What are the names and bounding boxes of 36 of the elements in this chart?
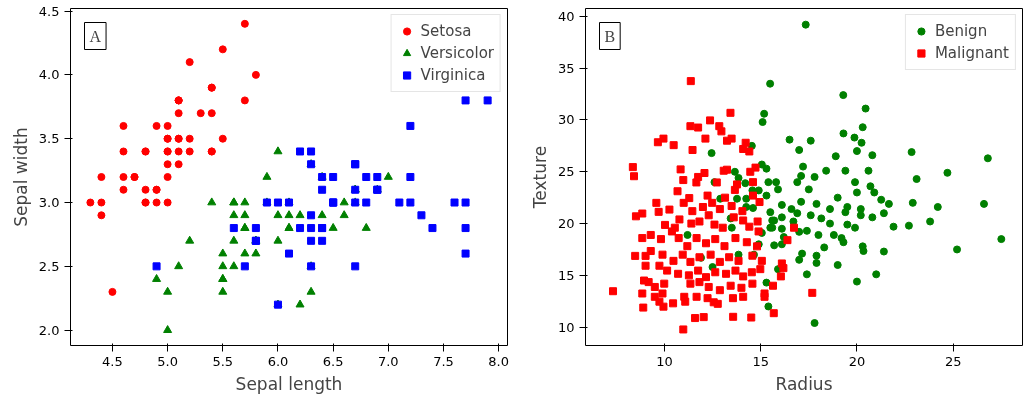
x-tick-label: 25 [944, 353, 962, 369]
y-tick-label: 3.5 [38, 131, 60, 147]
x-axis-title: Sepal length [235, 373, 343, 394]
x-tick-label: 10 [656, 353, 673, 369]
legend-label: Setosa [420, 22, 472, 40]
y-tick-label: 25 [557, 164, 575, 180]
x-tick-label: 5.0 [157, 353, 178, 369]
y-axis-title: Texture [529, 145, 550, 210]
x-tick-label: 7.5 [433, 353, 454, 369]
y-tick-label: 10 [557, 319, 575, 335]
x-tick-label: 4.5 [102, 353, 123, 369]
x-tick-label: 8.0 [488, 353, 510, 369]
y-tick-label: 3.0 [38, 195, 60, 211]
y-tick-label: 40 [557, 8, 575, 24]
legend-label: Malignant [934, 44, 1009, 62]
x-axis-title: Radius [775, 373, 833, 394]
x-tick-label: 15 [752, 353, 769, 369]
y-tick-label: 35 [557, 60, 575, 76]
x-tick-label: 20 [848, 353, 866, 369]
x-tick-label: 6.0 [267, 353, 289, 369]
legend-label: Benign [934, 22, 988, 40]
legend-label: Virginica [420, 66, 486, 84]
annotation: B [604, 27, 616, 45]
y-tick-label: 30 [557, 112, 575, 128]
y-tick-label: 4.0 [38, 67, 60, 83]
y-tick-label: 15 [557, 267, 575, 283]
y-tick-label: 2.0 [38, 322, 60, 338]
y-axis-title: Sepal width [10, 127, 31, 227]
x-tick-label: 7.0 [377, 353, 399, 369]
y-tick-label: 20 [557, 216, 575, 232]
y-tick-label: 4.5 [38, 3, 60, 19]
y-tick-label: 2.5 [38, 258, 60, 274]
annotation: A [89, 27, 102, 45]
x-tick-label: 6.5 [322, 353, 344, 369]
x-tick-label: 5.5 [212, 353, 234, 369]
legend-label: Versicolor [420, 44, 494, 62]
